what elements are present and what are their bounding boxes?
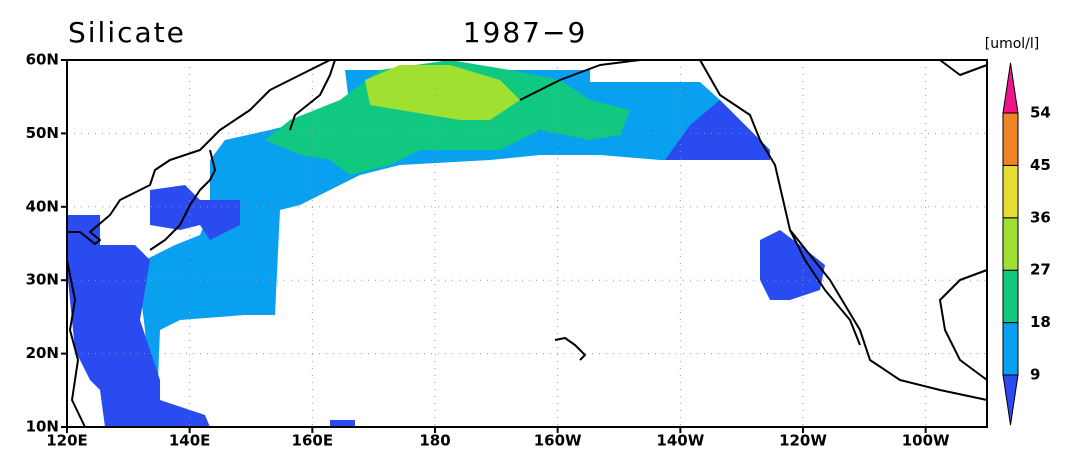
colorbar: 9 18 27 36 45 54 [1002, 62, 1051, 426]
coastline [789, 229, 861, 346]
colorbar-label: 54 [1030, 104, 1051, 122]
coastline [519, 59, 988, 401]
colorbar-segment [1002, 112, 1019, 166]
field-region [365, 65, 520, 120]
coastline [554, 337, 586, 361]
coastline [939, 59, 988, 76]
field-region [150, 185, 240, 240]
colorbar-segment [1002, 217, 1019, 271]
field-region [67, 215, 210, 427]
field-region [760, 230, 825, 300]
colorbar-segment [1002, 164, 1019, 219]
colorbar-segment [1002, 269, 1019, 324]
coastline [289, 59, 336, 131]
lat-label: 20N [26, 344, 59, 362]
colorbar-segment [1002, 322, 1019, 376]
colorbar-label: 45 [1030, 156, 1051, 174]
lat-label: 30N [26, 271, 59, 289]
colorbar-label: 9 [1030, 366, 1040, 384]
lon-label: 180 [419, 432, 450, 450]
field-region [665, 100, 770, 160]
colorbar-arrow [1002, 62, 1019, 114]
lat-label: 10N [26, 418, 59, 436]
lat-label: 50N [26, 124, 59, 142]
map-title: Silicate [68, 16, 186, 49]
map-subtitle: 1987−9 [463, 16, 588, 49]
lon-label: 160W [534, 432, 582, 450]
colorbar-arrow [1002, 374, 1019, 426]
coastline [67, 59, 331, 245]
lon-label: 120E [46, 432, 88, 450]
field-region [330, 420, 355, 427]
lon-label: 100W [902, 432, 950, 450]
colorbar-label: 18 [1030, 313, 1051, 331]
coastlines [66, 59, 988, 428]
plot-frame [66, 59, 988, 428]
lon-label: 160E [292, 432, 334, 450]
coastline [66, 259, 86, 428]
lon-label: 120W [779, 432, 827, 450]
unit-label: [umol/l] [985, 36, 1040, 52]
lon-label: 140W [656, 432, 704, 450]
coastline [939, 269, 988, 381]
lon-label: 140E [169, 432, 211, 450]
silicate-field [67, 60, 825, 427]
coastline [149, 149, 216, 251]
colorbar-label: 36 [1030, 208, 1051, 226]
lat-label: 40N [26, 197, 59, 215]
lat-label: 60N [26, 51, 59, 69]
colorbar-label: 27 [1030, 261, 1051, 279]
